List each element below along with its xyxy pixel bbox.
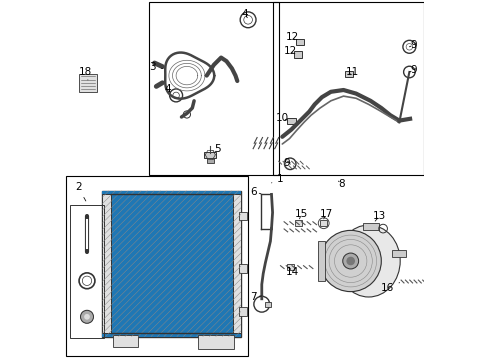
Text: 9: 9 (283, 158, 289, 168)
Text: 17: 17 (319, 209, 332, 219)
Bar (102, 191, 241, 337)
Text: 8: 8 (337, 179, 344, 189)
Text: 15: 15 (294, 209, 307, 219)
Bar (363, 223, 379, 230)
Text: 11: 11 (345, 67, 358, 77)
Bar (344, 71, 352, 77)
Bar (232, 194, 241, 333)
Circle shape (346, 257, 354, 265)
Text: 2: 2 (75, 182, 86, 201)
Text: 13: 13 (372, 211, 386, 221)
Bar (239, 264, 247, 273)
Text: 9: 9 (408, 65, 416, 75)
Circle shape (81, 310, 93, 323)
Bar (295, 39, 303, 45)
Text: 4: 4 (164, 84, 170, 94)
Bar (265, 302, 271, 307)
Text: 9: 9 (408, 40, 416, 50)
Bar (197, 335, 233, 349)
Text: 10: 10 (276, 113, 288, 123)
Bar (239, 307, 247, 316)
Bar (206, 158, 213, 163)
Bar (102, 191, 241, 337)
Bar (286, 264, 294, 270)
Text: 4: 4 (241, 9, 247, 19)
Bar (239, 212, 247, 220)
Bar (286, 118, 295, 124)
Bar (391, 250, 406, 257)
Text: 1: 1 (271, 174, 283, 184)
Bar (204, 152, 216, 158)
Bar (318, 241, 325, 281)
Text: 12: 12 (283, 46, 296, 56)
Bar (102, 194, 111, 333)
Bar (294, 51, 302, 58)
Bar (113, 335, 138, 347)
Circle shape (320, 230, 381, 292)
Text: 18: 18 (79, 67, 92, 80)
Text: 14: 14 (285, 267, 298, 277)
Text: 6: 6 (249, 186, 260, 197)
Circle shape (342, 253, 358, 269)
Text: 12: 12 (285, 32, 298, 42)
Bar (70, 205, 104, 338)
Bar (294, 220, 302, 226)
Text: 5: 5 (214, 144, 221, 154)
Text: 16: 16 (380, 283, 399, 293)
Circle shape (84, 314, 90, 320)
Bar (66, 176, 247, 356)
Bar (273, 2, 423, 175)
Text: 7: 7 (249, 292, 261, 302)
Bar (320, 220, 326, 226)
Bar (79, 74, 97, 92)
Ellipse shape (337, 225, 399, 297)
Text: 3: 3 (149, 62, 162, 72)
Bar (149, 2, 278, 175)
